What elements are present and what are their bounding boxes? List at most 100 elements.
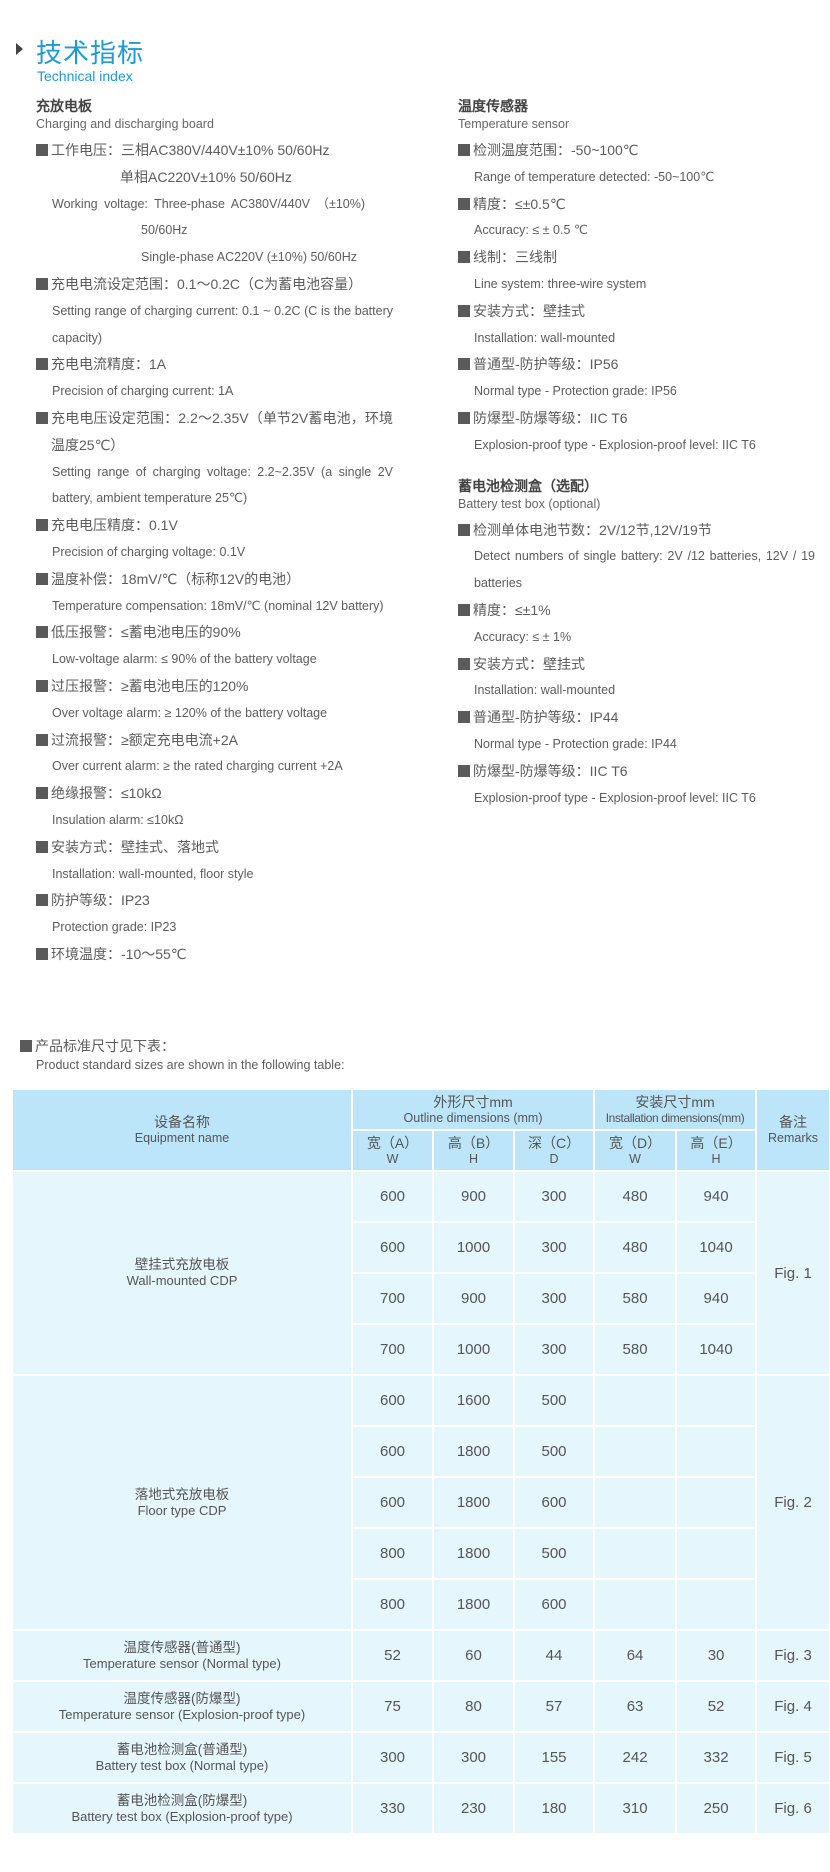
dimension-cell: 940 — [675, 1170, 758, 1223]
spec-cn: 检测单体电池节数：2V/12节,12V/19节 — [473, 521, 712, 538]
spec-en: Detect numbers of single battery: 2V /12… — [474, 549, 815, 591]
spec-en: Installation: wall-mounted, floor style — [52, 866, 254, 881]
header-col: 宽（D） W — [593, 1129, 678, 1172]
dimension-cell: 300 — [512, 1170, 596, 1223]
dimension-cell: 1800 — [432, 1425, 515, 1478]
spec-en: Explosion-proof type - Explosion-proof l… — [474, 437, 756, 452]
spec-item: 低压报警：≤蓄电池电压的90% — [36, 619, 393, 646]
spec-item: 检测单体电池节数：2V/12节,12V/19节 — [458, 517, 815, 544]
spec-item: 精度：≤±0.5℃ — [458, 191, 815, 218]
dimension-cell: 1040 — [675, 1323, 758, 1376]
spec-item: 充电电压精度：0.1V — [36, 512, 393, 539]
equipment-name-en: Temperature sensor (Normal type) — [83, 1655, 281, 1671]
bullet-square-icon — [36, 519, 48, 532]
equipment-name-en: Floor type CDP — [137, 1502, 227, 1518]
remarks-cell: Fig. 2 — [755, 1374, 830, 1631]
dimension-cell: 500 — [512, 1374, 596, 1427]
remarks-cell: Fig. 6 — [755, 1782, 830, 1835]
header-col-cn: 高（E） — [690, 1134, 742, 1151]
dimension-cell — [593, 1527, 678, 1580]
equipment-name-en: Wall-mounted CDP — [126, 1273, 238, 1288]
dimension-cell: 1000 — [432, 1221, 515, 1274]
bullet-square-icon — [458, 251, 470, 264]
table-row: 700 900 300 580 940 — [12, 1272, 830, 1325]
header-col: 高（B） H — [432, 1129, 515, 1172]
dimension-cell: 480 — [593, 1221, 678, 1274]
spec-en-cont: 50/60Hz — [141, 223, 188, 238]
dimension-cell: 500 — [512, 1527, 596, 1580]
dimension-cell — [593, 1425, 678, 1478]
dimension-cell: 300 — [351, 1731, 434, 1784]
dimension-cell: 500 — [512, 1425, 596, 1478]
spec-cn: 防爆型-防爆等级：IIC T6 — [473, 409, 628, 426]
spec-cn: 防爆型-防爆等级：IIC T6 — [473, 762, 628, 779]
bullet-square-icon — [458, 523, 470, 536]
equipment-name-cell: 温度传感器(普通型) Temperature sensor (Normal typ… — [11, 1629, 353, 1682]
section-gap — [458, 459, 820, 477]
equipment-name-en: Battery test box (Explosion-proof type) — [71, 1808, 293, 1824]
dimension-cell: 52 — [351, 1629, 434, 1682]
charging-board-specs: 充放电板 Charging and discharging board 工作电压… — [36, 97, 396, 968]
dimension-cell: 52 — [675, 1680, 758, 1733]
dimension-cell: 44 — [512, 1629, 596, 1682]
spec-item: 工作电压：三相AC380V/440V±10% 50/60Hz — [36, 137, 396, 164]
equipment-name-cell: 蓄电池检测盒(普通型) Battery test box (Normal type… — [11, 1731, 353, 1784]
section-heading: 蓄电池检测盒（选配） — [458, 477, 598, 494]
table-row: 800 1800 600 — [12, 1578, 830, 1631]
spec-en: Setting range of charging voltage: 2.2~2… — [52, 464, 393, 506]
sensor-and-testbox-specs: 温度传感器 Temperature sensor 检测温度范围：-50~100℃ Ra… — [458, 97, 820, 811]
spec-cn: 防护等级：IP23 — [51, 892, 150, 909]
dimension-cell: 60 — [432, 1629, 515, 1682]
dimension-cell: 580 — [593, 1323, 678, 1376]
spec-cn: 充电电压精度：0.1V — [51, 517, 178, 534]
bullet-square-icon — [458, 358, 470, 371]
spec-en: Explosion-proof type - Explosion-proof l… — [474, 790, 756, 805]
spec-cn: 线制：三线制 — [473, 249, 557, 266]
spec-item: 环境温度：-10～55℃ — [36, 941, 393, 968]
spec-cn: 充电电流设定范围：0.1～0.2C（C为蓄电池容量） — [51, 275, 363, 292]
remarks-cell: Fig. 3 — [755, 1629, 830, 1682]
dimension-cell: 1000 — [432, 1323, 515, 1376]
spec-item: 安装方式：壁挂式 — [458, 651, 815, 678]
dimension-cell: 1800 — [432, 1476, 515, 1529]
spec-cn: 低压报警：≤蓄电池电压的90% — [51, 624, 241, 641]
spec-en: Setting range of charging current: 0.1 ~… — [52, 303, 393, 345]
dimension-cell: 180 — [512, 1782, 596, 1835]
header-col: 高（E） H — [675, 1129, 758, 1172]
dimension-cell: 57 — [512, 1680, 596, 1733]
equipment-name-cn: 温度传感器(防爆型) — [123, 1690, 241, 1706]
equipment-name-cn: 蓄电池检测盒(普通型) — [116, 1741, 248, 1757]
spec-en: Line system: three-wire system — [474, 276, 647, 291]
header-col-cn: 宽（A） — [366, 1134, 419, 1151]
bullet-square-icon — [20, 1040, 32, 1052]
dimension-cell — [675, 1374, 758, 1427]
header-col: 宽（A） W — [351, 1129, 434, 1172]
equipment-name-cell: 温度传感器(防爆型) Temperature sensor (Explosion-… — [11, 1680, 353, 1733]
dimension-cell: 600 — [351, 1374, 434, 1427]
dimension-cell — [675, 1527, 758, 1580]
dimension-cell — [675, 1476, 758, 1529]
spec-item: 温度补偿：18mV/℃（标称12V的电池） — [36, 566, 393, 593]
spec-cn: 过流报警：≥额定充电电流+2A — [51, 731, 238, 748]
bullet-square-icon — [458, 197, 470, 210]
dimension-cell: 330 — [351, 1782, 434, 1835]
remarks-cell: Fig. 1 — [755, 1170, 830, 1376]
dimension-cell: 300 — [512, 1272, 596, 1325]
remarks-cell: Fig. 5 — [755, 1731, 830, 1784]
bullet-square-icon — [458, 603, 470, 616]
header-col-en: W — [386, 1151, 399, 1166]
spec-en: Accuracy: ≤ ± 0.5 ℃ — [474, 223, 588, 238]
section-heading-en: Temperature sensor — [458, 117, 570, 131]
spec-item: 防爆型-防爆等级：IIC T6 — [458, 405, 815, 432]
bullet-square-icon — [458, 304, 470, 317]
spec-en: Precision of charging voltage: 0.1V — [52, 544, 246, 559]
header-col-cn: 高（B） — [447, 1134, 500, 1151]
spec-en: Over current alarm: ≥ the rated charging… — [52, 759, 343, 774]
spec-cn: 充电电流精度：1A — [51, 356, 167, 373]
header-remarks: 备注 Remarks — [755, 1088, 830, 1172]
dimension-cell: 230 — [432, 1782, 515, 1835]
dimension-cell: 700 — [351, 1323, 434, 1376]
spec-item: 绝缘报警：≤10kΩ — [36, 780, 393, 807]
dimension-cell: 940 — [675, 1272, 758, 1325]
spec-cn: 工作电压：三相AC380V/440V±10% 50/60Hz — [51, 142, 330, 158]
